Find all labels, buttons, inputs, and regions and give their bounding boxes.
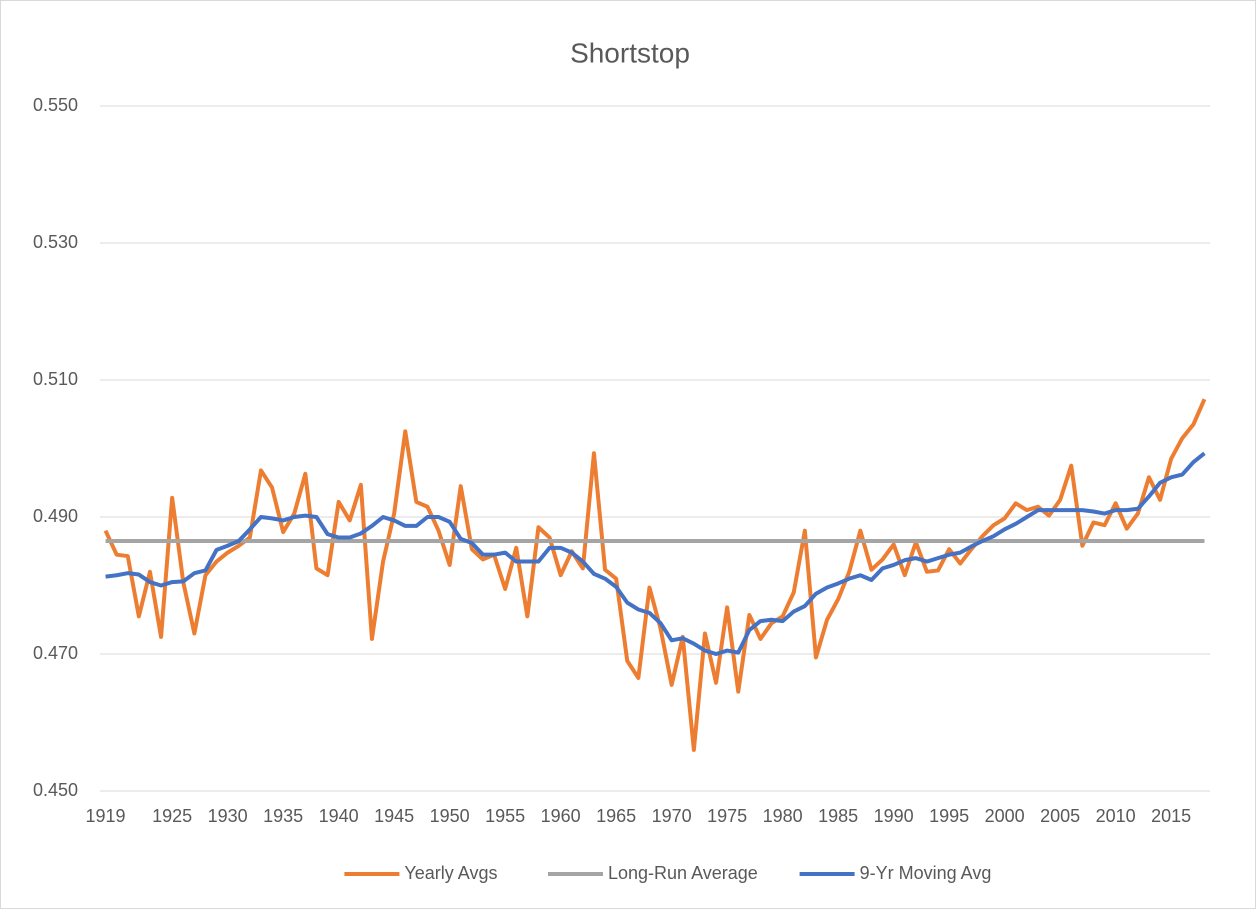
x-tick-label: 1950 <box>430 806 470 826</box>
legend-label: 9-Yr Moving Avg <box>860 863 992 883</box>
chart-title: Shortstop <box>570 37 690 68</box>
y-tick-label: 0.530 <box>33 232 78 252</box>
x-tick-label: 1990 <box>874 806 914 826</box>
x-tick-label: 2000 <box>985 806 1025 826</box>
x-tick-label: 1970 <box>652 806 692 826</box>
legend-label: Yearly Avgs <box>404 863 497 883</box>
x-tick-label: 1925 <box>152 806 192 826</box>
x-tick-label: 1995 <box>929 806 969 826</box>
x-tick-label: 1945 <box>374 806 414 826</box>
y-tick-label: 0.450 <box>33 780 78 800</box>
x-tick-label: 1940 <box>319 806 359 826</box>
x-tick-label: 1960 <box>541 806 581 826</box>
legend-label: Long-Run Average <box>608 863 758 883</box>
y-tick-label: 0.550 <box>33 95 78 115</box>
x-tick-label: 1980 <box>763 806 803 826</box>
x-tick-label: 2010 <box>1096 806 1136 826</box>
x-tick-label: 1930 <box>208 806 248 826</box>
x-tick-label: 1955 <box>485 806 525 826</box>
series-line <box>103 398 1207 752</box>
x-tick-label: 2015 <box>1151 806 1191 826</box>
y-tick-label: 0.470 <box>33 643 78 663</box>
x-tick-label: 1985 <box>818 806 858 826</box>
x-tick-label: 1935 <box>263 806 303 826</box>
x-tick-label: 1965 <box>596 806 636 826</box>
x-tick-label: 2005 <box>1040 806 1080 826</box>
x-tick-label: 1919 <box>86 806 126 826</box>
y-tick-label: 0.490 <box>33 506 78 526</box>
x-tick-label: 1975 <box>707 806 747 826</box>
series-line <box>105 451 1206 656</box>
y-tick-label: 0.510 <box>33 369 78 389</box>
